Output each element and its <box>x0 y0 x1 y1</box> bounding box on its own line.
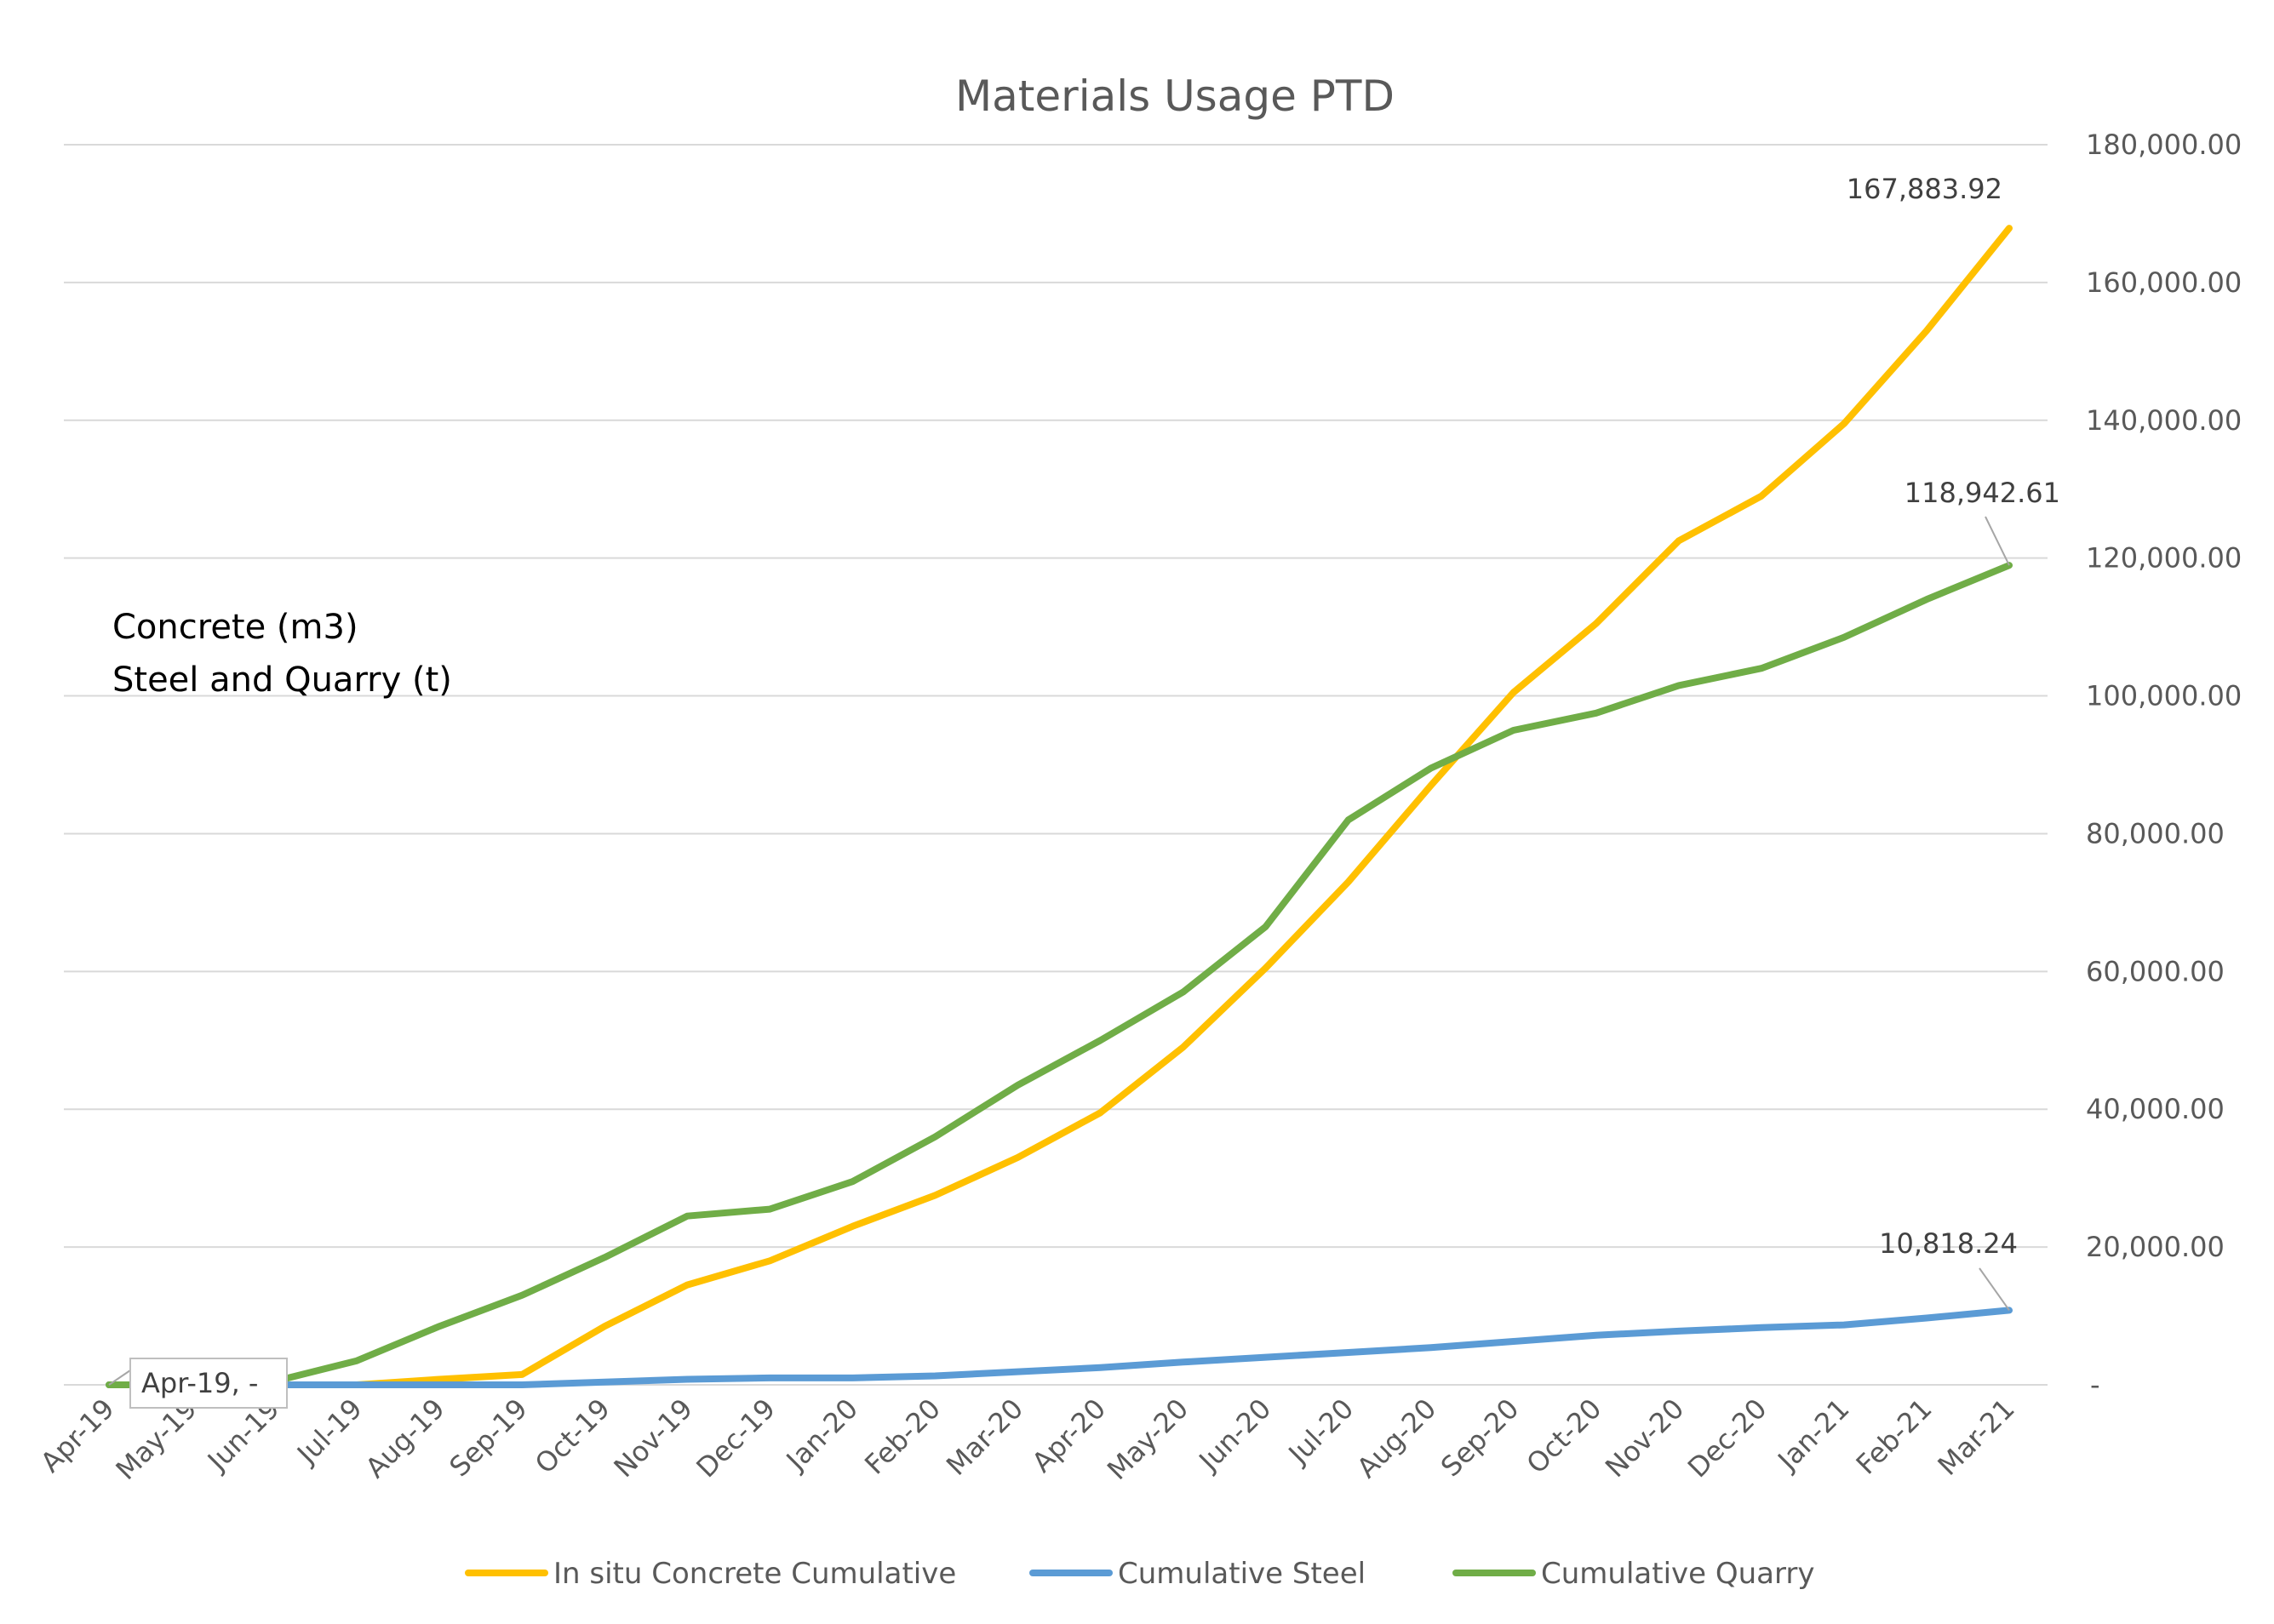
data-labels: 167,883.92 118,942.61 10,818.24 Apr-19, - <box>108 173 2060 1409</box>
chart-title: Materials Usage PTD <box>955 71 1395 121</box>
x-tick-label-7: Nov-19 <box>608 1392 699 1484</box>
y-axis-ticks: - 20,000.00 40,000.00 60,000.00 80,000.00 100… <box>2086 129 2242 1401</box>
x-tick-label-19: Nov-20 <box>1599 1392 1690 1484</box>
x-tick-label-18: Oct-20 <box>1520 1392 1607 1480</box>
leader-line-steel <box>1979 1267 2010 1312</box>
y-tick-label-2: 40,000.00 <box>2086 1093 2225 1125</box>
y-tick-label-6: 120,000.00 <box>2086 542 2242 575</box>
data-label-concrete-end: 167,883.92 <box>1847 173 2002 205</box>
x-tick-label-11: Mar-20 <box>940 1392 1029 1482</box>
y-tick-label-1: 20,000.00 <box>2086 1231 2225 1263</box>
x-tick-label-23: Mar-21 <box>1932 1392 2021 1482</box>
data-label-steel-end: 10,818.24 <box>1879 1227 2018 1260</box>
x-tick-label-20: Dec-20 <box>1681 1392 1773 1484</box>
x-tick-label-15: Jul-20 <box>1281 1392 1360 1472</box>
x-tick-label-4: Aug-19 <box>359 1392 451 1484</box>
y-tick-label-3: 60,000.00 <box>2086 955 2225 987</box>
unit-annotation-concrete: Concrete (m3) <box>112 608 358 647</box>
legend-label-1: Cumulative Steel <box>1118 1557 1366 1591</box>
x-tick-label-17: Sep-20 <box>1435 1392 1525 1483</box>
leader-line-first-point <box>108 1370 131 1386</box>
series-lines <box>106 225 2013 1388</box>
first-point-callout-box <box>129 1358 288 1409</box>
x-tick-label-22: Feb-21 <box>1850 1392 1939 1481</box>
y-tick-label-5: 100,000.00 <box>2086 680 2242 712</box>
y-tick-label-0: - <box>2090 1369 2100 1401</box>
data-label-quarry-end: 118,942.61 <box>1905 477 2060 509</box>
x-tick-label-0: Apr-19 <box>34 1392 121 1479</box>
series-line-0 <box>106 225 2013 1388</box>
x-tick-label-21: Jan-21 <box>1770 1392 1855 1478</box>
unit-annotation-steel-quarry: Steel and Quarry (t) <box>112 660 452 700</box>
x-tick-label-6: Oct-19 <box>529 1392 616 1480</box>
x-tick-label-14: Jun-20 <box>1192 1392 1278 1478</box>
x-tick-label-9: Jan-20 <box>779 1392 864 1478</box>
legend-label-2: Cumulative Quarry <box>1541 1557 1815 1591</box>
x-tick-label-8: Dec-19 <box>690 1392 782 1484</box>
legend: In situ Concrete Cumulative Cumulative St… <box>465 1557 1815 1591</box>
x-tick-label-10: Feb-20 <box>858 1392 947 1481</box>
y-tick-label-7: 140,000.00 <box>2086 404 2242 437</box>
first-point-callout-text: Apr-19, - <box>141 1367 258 1399</box>
x-tick-label-5: Sep-19 <box>443 1392 533 1483</box>
x-tick-label-13: May-20 <box>1101 1392 1194 1486</box>
x-tick-label-12: Apr-20 <box>1026 1392 1113 1479</box>
y-tick-label-4: 80,000.00 <box>2086 817 2225 849</box>
series-line-2 <box>106 562 2013 1388</box>
legend-label-0: In situ Concrete Cumulative <box>553 1557 956 1591</box>
x-tick-label-3: Jul-19 <box>289 1392 369 1472</box>
x-tick-label-16: Aug-20 <box>1350 1392 1442 1484</box>
gridlines <box>64 144 2048 1386</box>
series-line-1 <box>106 1307 2013 1388</box>
y-tick-label-9: 180,000.00 <box>2086 129 2242 161</box>
leader-line-quarry <box>1985 516 2010 566</box>
y-tick-label-8: 160,000.00 <box>2086 266 2242 299</box>
